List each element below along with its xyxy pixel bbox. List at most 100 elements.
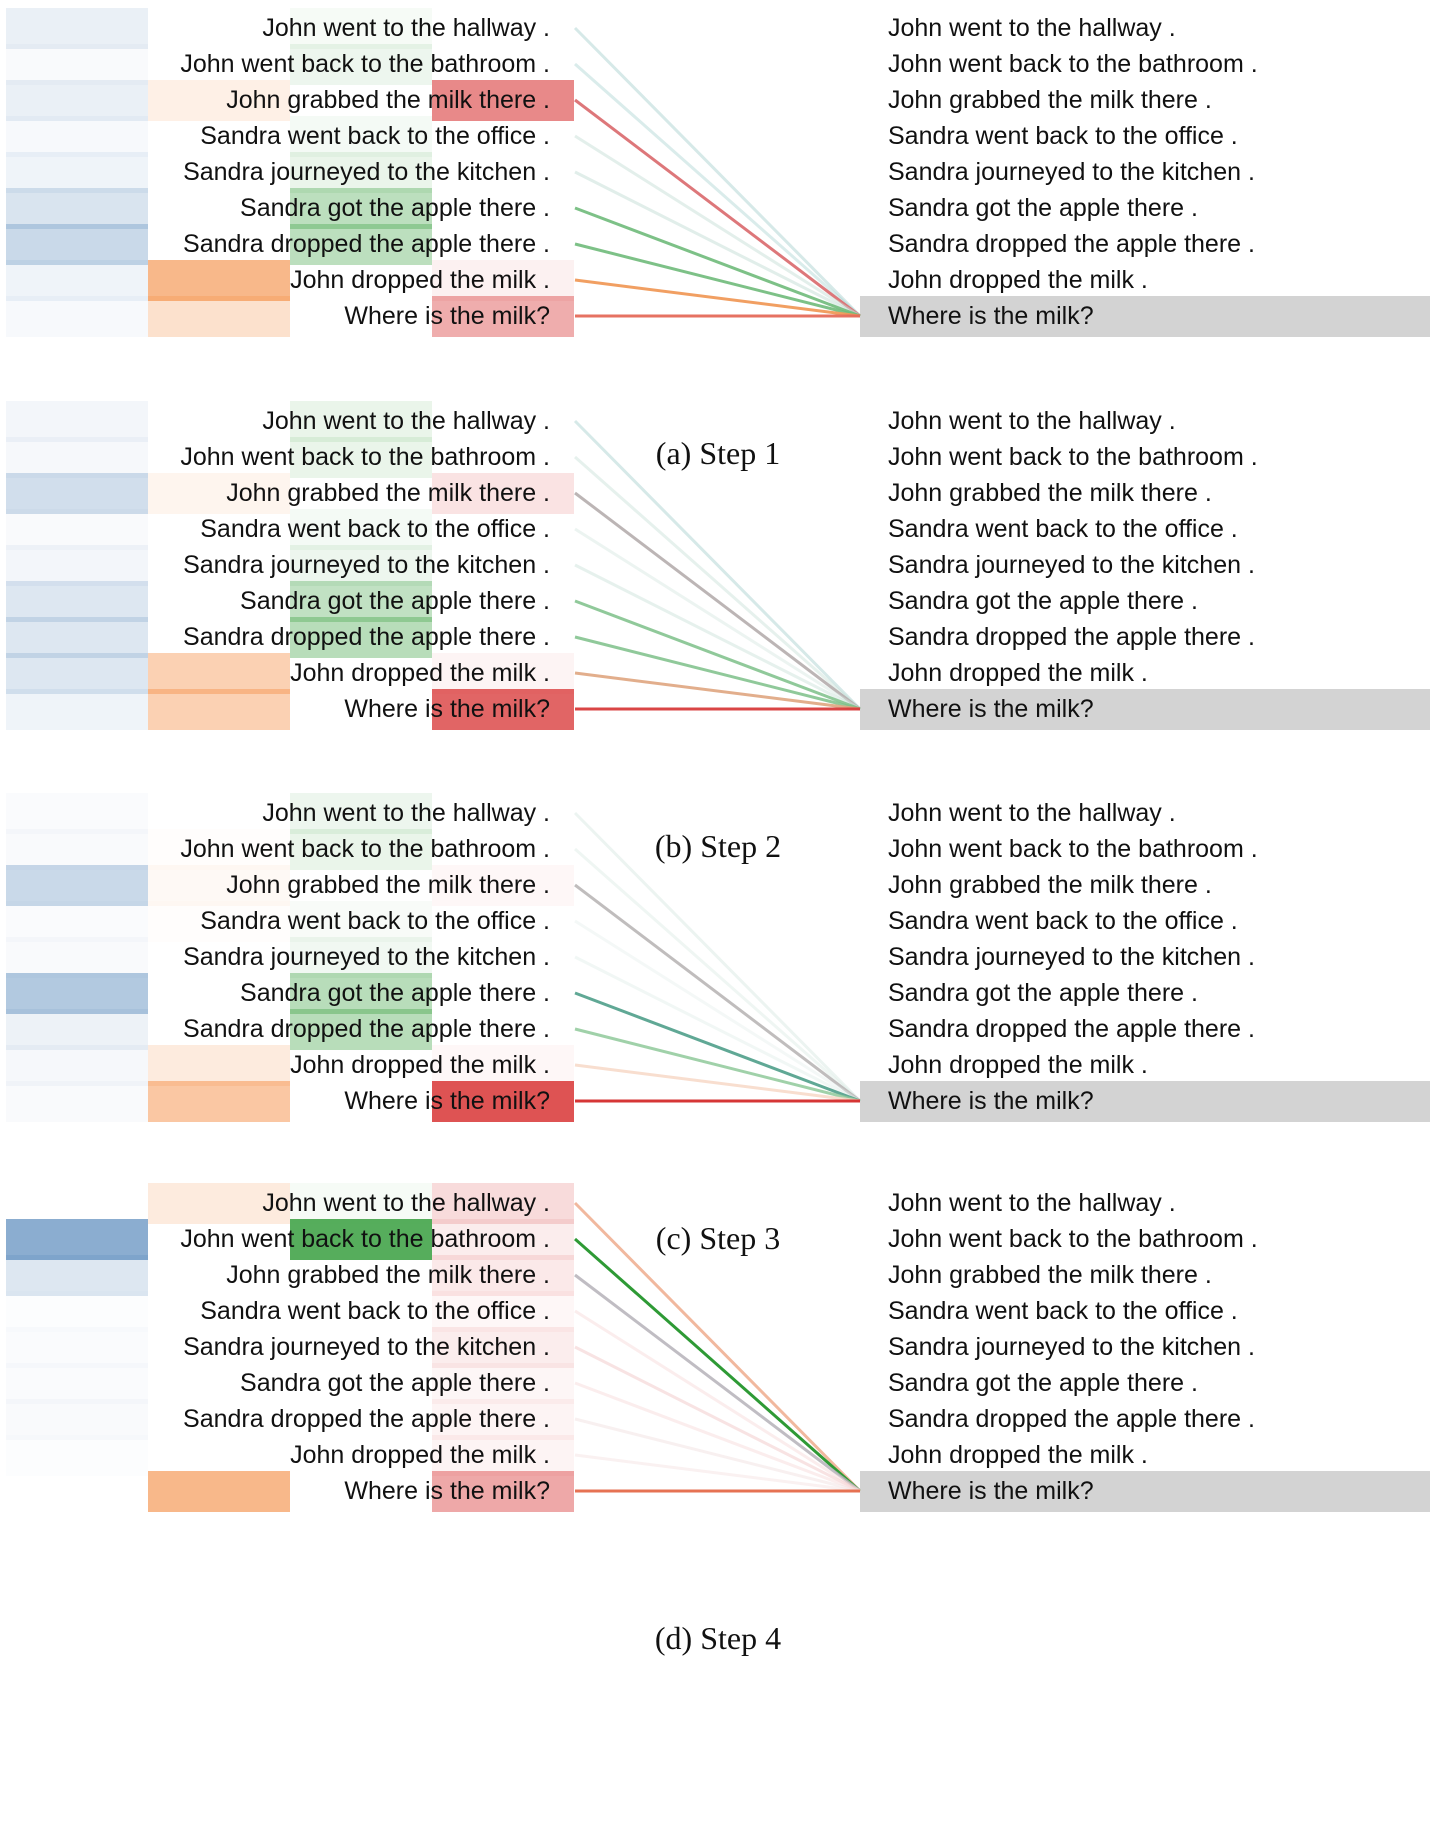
attention-link — [574, 242, 861, 318]
attention-cell-orange — [148, 653, 290, 694]
memory-sentence: Where is the milk? — [344, 1477, 550, 1505]
attention-cell-green — [290, 973, 432, 1014]
attention-cell-green — [290, 44, 432, 85]
attention-links — [573, 1201, 862, 1493]
attention-links — [573, 811, 862, 1103]
attention-cell-green — [290, 793, 432, 834]
memory-sentence: Sandra went back to the office . — [200, 1297, 550, 1325]
story-sentence: Sandra went back to the office . — [888, 907, 1238, 935]
attention-cell-red — [432, 1183, 574, 1224]
memory-sentence: John went back to the bathroom . — [180, 50, 550, 78]
attention-cell-blue — [6, 973, 148, 1014]
attention-cell-orange — [148, 473, 290, 514]
memory-sentence: John grabbed the milk there . — [226, 1261, 550, 1289]
attention-cell-green — [290, 188, 432, 229]
memory-sentence: Sandra dropped the apple there . — [183, 623, 550, 651]
query-sentence: Where is the milk? — [888, 1477, 1094, 1505]
story-sentence: Sandra went back to the office . — [888, 1297, 1238, 1325]
memory-sentence: Sandra journeyed to the kitchen . — [183, 158, 550, 186]
memory-sentence: Where is the milk? — [344, 302, 550, 330]
memory-sentence: Sandra got the apple there . — [240, 1369, 550, 1397]
attention-links — [573, 419, 862, 711]
attention-cell-green — [290, 152, 432, 193]
attention-link — [574, 599, 861, 711]
story-sentence: John went back to the bathroom . — [888, 50, 1258, 78]
attention-cell-red — [432, 1363, 574, 1404]
attention-cell-green — [290, 437, 432, 478]
attention-cell-blue — [6, 437, 148, 478]
story-sentence: John grabbed the milk there . — [888, 1261, 1212, 1289]
attention-cell-blue — [6, 1219, 148, 1260]
attention-cell-blue — [6, 689, 148, 730]
attention-link — [573, 1201, 862, 1493]
attention-cell-green — [290, 937, 432, 978]
story-sentence: John went to the hallway . — [888, 799, 1176, 827]
step-panel: John went to the hallway . John went to t… — [0, 8, 1436, 471]
memory-sentence: Sandra got the apple there . — [240, 979, 550, 1007]
attention-cell-green — [290, 401, 432, 442]
story-sentence: John dropped the milk . — [888, 1441, 1148, 1469]
step-caption: (c) Step 3 — [655, 1220, 781, 1256]
attention-cell-red — [432, 1219, 574, 1260]
step-caption: (d) Step 4 — [654, 1620, 782, 1656]
attention-link — [574, 170, 861, 318]
attention-cell-red — [432, 260, 574, 301]
memory-sentence: John grabbed the milk there . — [226, 871, 550, 899]
attention-link — [574, 206, 861, 318]
step-panel: John went to the hallway . John went to t… — [0, 1183, 1436, 1656]
attention-link — [574, 134, 861, 318]
story-sentence: Sandra dropped the apple there . — [888, 623, 1255, 651]
attention-cell-orange — [148, 1081, 290, 1122]
attention-cell-red — [432, 1255, 574, 1296]
attention-cell-green — [290, 224, 432, 265]
attention-cell-blue — [6, 152, 148, 193]
attention-cell-orange — [148, 689, 290, 730]
story-sentence: Sandra got the apple there . — [888, 1369, 1198, 1397]
story-sentence: John grabbed the milk there . — [888, 479, 1212, 507]
memory-sentence: John went back to the bathroom . — [180, 443, 550, 471]
attention-link — [574, 1453, 861, 1493]
attention-cell-red — [432, 296, 574, 337]
attention-cell-red — [432, 80, 574, 121]
attention-cell-red — [432, 1435, 574, 1476]
query-sentence: Where is the milk? — [888, 1087, 1094, 1115]
story-sentence: Sandra journeyed to the kitchen . — [888, 1333, 1255, 1361]
memory-sentence: Sandra journeyed to the kitchen . — [183, 943, 550, 971]
memory-sentence: John went to the hallway . — [262, 1189, 550, 1217]
query-highlight — [860, 296, 1430, 337]
attention-cell-red — [432, 1081, 574, 1122]
attention-cell-red — [432, 689, 574, 730]
story-sentence: John grabbed the milk there . — [888, 86, 1212, 114]
memory-sentence: Sandra journeyed to the kitchen . — [183, 1333, 550, 1361]
attention-link — [574, 635, 861, 711]
memory-sentence: Sandra journeyed to the kitchen . — [183, 551, 550, 579]
attention-cell-blue — [6, 116, 148, 157]
attention-link — [573, 26, 862, 318]
story-sentence: John dropped the milk . — [888, 266, 1148, 294]
attention-cell-blue — [6, 581, 148, 622]
attention-cell-blue — [6, 1009, 148, 1050]
attention-cell-blue — [6, 617, 148, 658]
attention-cell-orange — [148, 865, 290, 906]
story-sentence: John went to the hallway . — [888, 407, 1176, 435]
attention-link — [574, 991, 861, 1103]
attention-link — [574, 1273, 861, 1493]
attention-link — [574, 847, 861, 1103]
attention-cell-blue — [6, 401, 148, 442]
query-highlight — [860, 1471, 1430, 1512]
memory-sentence: Sandra got the apple there . — [240, 194, 550, 222]
memory-sentence: Sandra dropped the apple there . — [183, 1405, 550, 1433]
attention-cell-orange — [148, 80, 290, 121]
query-sentence: Where is the milk? — [888, 302, 1094, 330]
attention-link — [574, 62, 861, 318]
attention-link — [574, 1309, 861, 1493]
attention-cell-green — [290, 581, 432, 622]
story-sentence: Sandra dropped the apple there . — [888, 1405, 1255, 1433]
attention-link — [574, 1417, 861, 1493]
memory-sentence: Sandra dropped the apple there . — [183, 1015, 550, 1043]
query-sentence: Where is the milk? — [888, 695, 1094, 723]
attention-cell-blue — [6, 865, 148, 906]
story-sentence: John went back to the bathroom . — [888, 1225, 1258, 1253]
story-sentence: John dropped the milk . — [888, 659, 1148, 687]
memory-sentence: Sandra went back to the office . — [200, 515, 550, 543]
